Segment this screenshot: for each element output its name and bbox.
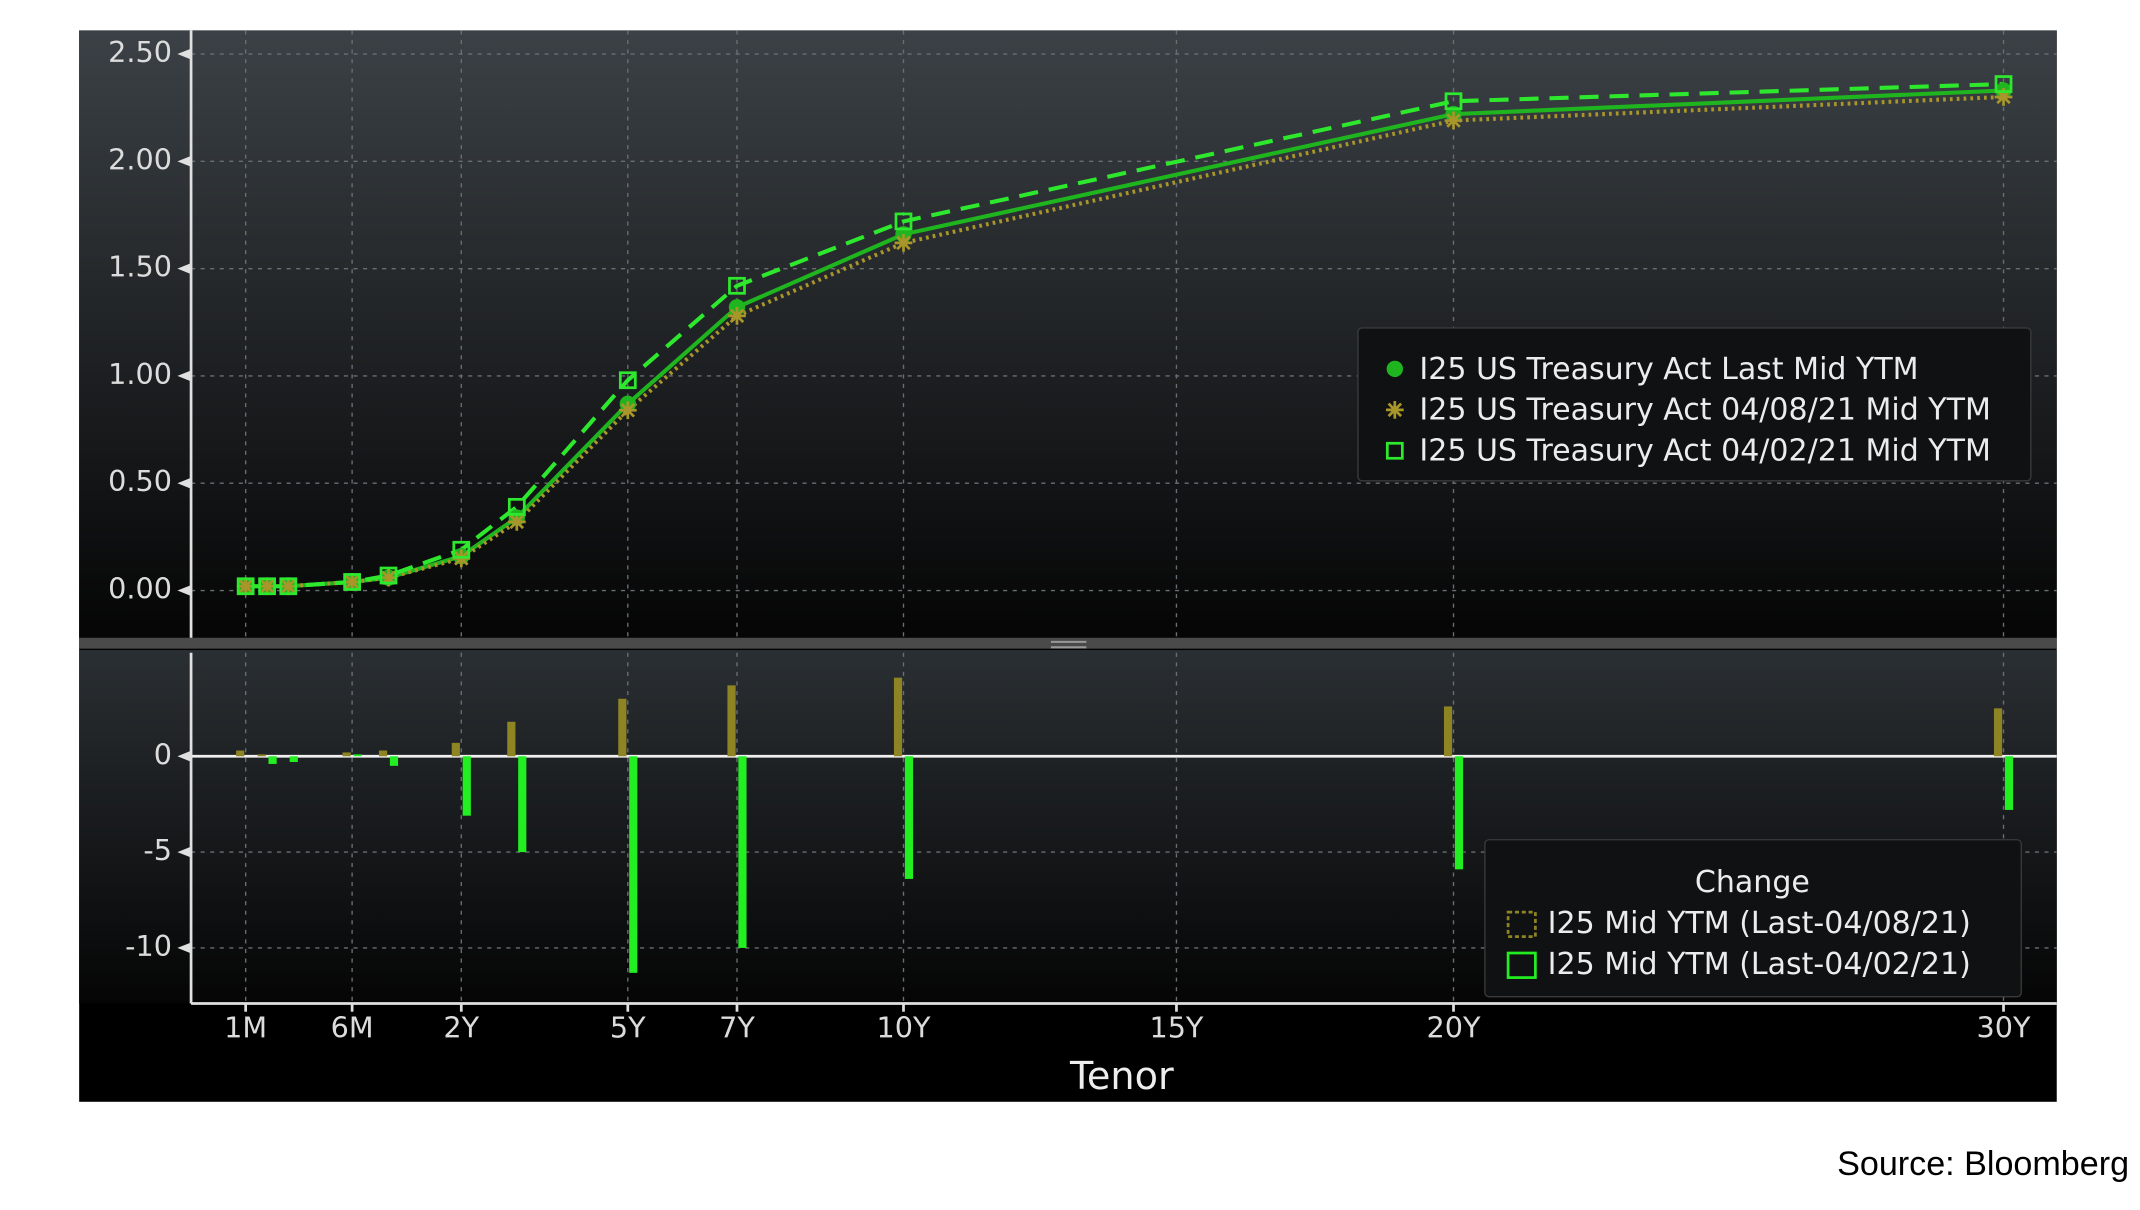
bar xyxy=(257,754,266,757)
bar xyxy=(518,756,527,853)
plot-layer: 0.00 0.50 1.00 1.50 2.00 2.50 -10 -5 0 1M 6M 2Y 5Y 7Y… xyxy=(108,30,2057,1099)
marker xyxy=(894,234,913,252)
marker xyxy=(343,573,361,591)
y-tick-mark xyxy=(177,585,192,597)
marker xyxy=(1444,92,1463,111)
marker xyxy=(452,540,471,559)
x-tick-label: 15Y xyxy=(1149,1010,1203,1044)
y-tick-mark xyxy=(177,263,192,275)
bar xyxy=(389,756,399,766)
marker xyxy=(279,577,298,596)
y-tick-label: 1.50 xyxy=(108,250,172,284)
marker xyxy=(236,577,255,596)
bar xyxy=(629,756,638,973)
bar xyxy=(462,756,471,816)
y-tick-label: -5 xyxy=(143,833,172,867)
bar xyxy=(618,698,627,757)
legend-title: Change xyxy=(1695,865,1810,900)
panel-divider xyxy=(79,637,2057,649)
x-tick-label: 5Y xyxy=(610,1010,646,1044)
x-tick-label: 1M xyxy=(224,1010,267,1044)
y-tick-label: -10 xyxy=(125,929,172,963)
marker xyxy=(728,276,746,295)
marker xyxy=(379,566,398,585)
marker xyxy=(258,577,276,596)
y-tick-label: 0.00 xyxy=(108,572,172,606)
y-tick-label: 1.00 xyxy=(108,357,172,391)
bar xyxy=(727,685,736,757)
bar xyxy=(268,756,277,764)
marker xyxy=(1994,88,2013,106)
marker xyxy=(236,577,255,596)
marker xyxy=(258,577,276,596)
legend-label: I25 Mid YTM (Last-04/08/21) xyxy=(1548,906,1971,941)
bar xyxy=(353,754,362,757)
marker xyxy=(1385,400,1404,419)
marker xyxy=(1994,75,2013,93)
y-tick-label: 2.00 xyxy=(108,142,172,176)
marker xyxy=(1385,441,1404,460)
y-tick-mark xyxy=(177,155,192,167)
bar xyxy=(342,752,351,757)
y-tick-label: 2.50 xyxy=(108,35,172,69)
bar xyxy=(1993,708,2003,757)
legend-label: I25 US Treasury Act 04/02/21 Mid YTM xyxy=(1419,434,1990,469)
y-tick-label: 0.50 xyxy=(108,464,172,498)
legend-box xyxy=(1484,839,2022,998)
x-tick-label: 2Y xyxy=(443,1010,479,1044)
bar xyxy=(507,721,516,757)
marker xyxy=(1386,360,1404,378)
legend-box xyxy=(1357,327,2032,482)
x-tick-label: 7Y xyxy=(719,1010,755,1044)
marker xyxy=(618,371,637,390)
marker xyxy=(343,573,361,591)
x-tick-label: 30Y xyxy=(1977,1010,2031,1044)
y-tick-mark xyxy=(177,370,192,382)
bar xyxy=(236,750,245,757)
marker xyxy=(728,306,746,325)
x-tick-label: 20Y xyxy=(1427,1010,1481,1044)
y-tick-mark xyxy=(177,942,192,954)
legend-label: I25 US Treasury Act Last Mid YTM xyxy=(1419,352,1918,387)
x-tick-label: 6M xyxy=(331,1010,374,1044)
series-line xyxy=(245,94,2004,589)
y-tick-mark xyxy=(177,48,192,60)
y-tick-label: 0 xyxy=(154,737,172,771)
marker xyxy=(279,577,298,596)
marker xyxy=(618,401,637,420)
y-tick-mark xyxy=(177,477,192,489)
bar xyxy=(893,677,903,757)
marker xyxy=(894,212,913,231)
legend-label: I25 US Treasury Act 04/08/21 Mid YTM xyxy=(1419,393,1990,428)
bar xyxy=(904,756,914,879)
y-tick-mark xyxy=(177,750,192,762)
legend-swatch xyxy=(1506,910,1537,939)
source-note: Source: Bloomberg xyxy=(1837,1145,2129,1183)
bar xyxy=(2004,756,2014,810)
marker xyxy=(507,497,526,516)
legend-label: I25 Mid YTM (Last-04/02/21) xyxy=(1548,947,1971,982)
bar xyxy=(738,756,747,948)
bar xyxy=(1443,706,1453,757)
y-tick-mark xyxy=(177,846,192,858)
marker xyxy=(1444,111,1463,130)
bar xyxy=(1454,756,1464,870)
bar xyxy=(451,742,460,757)
marker xyxy=(507,512,526,531)
marker xyxy=(379,568,398,587)
bar xyxy=(378,750,388,757)
x-axis-title: Tenor xyxy=(1069,1055,1174,1099)
x-tick-label: 10Y xyxy=(877,1010,931,1044)
bar xyxy=(289,756,298,763)
legend-swatch xyxy=(1506,951,1537,979)
